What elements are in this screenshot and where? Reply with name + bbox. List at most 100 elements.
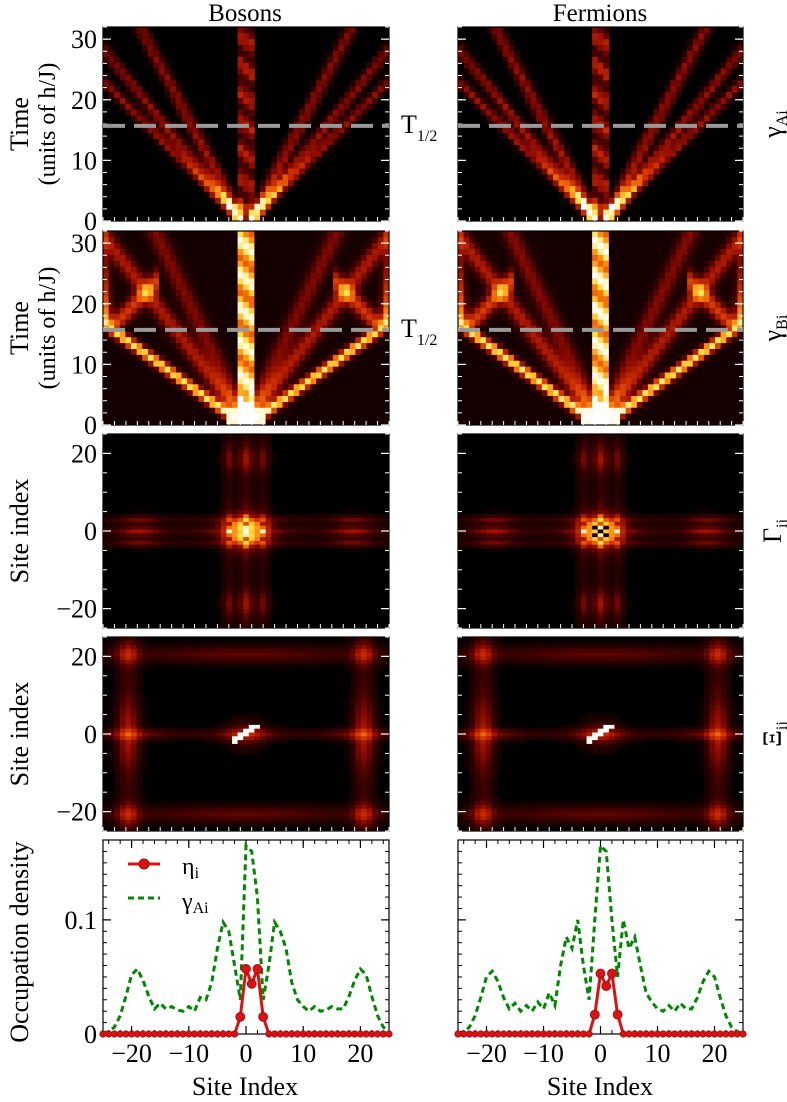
heatmap-cell: [237, 260, 244, 267]
heatmap-cell: [299, 389, 306, 397]
heatmap-cell: [198, 313, 205, 320]
heatmap-cell: [288, 156, 295, 163]
heatmap-cell: [603, 44, 610, 51]
heatmap-cell: [349, 115, 356, 122]
heatmap-cell: [485, 419, 492, 426]
heatmap-cell: [299, 354, 306, 361]
heatmap-cell: [659, 313, 666, 320]
heatmap-cell: [558, 366, 565, 373]
heatmap-cell: [170, 413, 177, 420]
heatmap-cell: [372, 248, 379, 255]
heatmap-cell: [226, 313, 233, 320]
heatmap-cell: [304, 295, 311, 302]
heatmap-cell: [142, 419, 149, 426]
heatmap-cell: [372, 395, 379, 402]
heatmap-cell: [203, 401, 210, 408]
heatmap-cell: [147, 283, 154, 291]
heatmap-cell: [575, 260, 582, 267]
heatmap-cell: [198, 407, 205, 414]
heatmap-cell: [237, 126, 244, 134]
heatmap-cell: [237, 44, 244, 51]
heatmap-cell: [636, 325, 643, 332]
heatmap-cell: [508, 109, 515, 116]
heatmap-cell: [519, 254, 526, 261]
heatmap-cell: [159, 336, 166, 344]
heatmap-cell: [497, 231, 504, 238]
heatmap-cell: [631, 289, 638, 297]
heatmap-cell: [648, 156, 654, 163]
heatmap-cell: [603, 168, 610, 175]
heatmap-cell: [243, 97, 250, 104]
heatmap-cell: [108, 342, 115, 349]
heatmap-cell: [508, 289, 515, 297]
heatmap-cell: [260, 203, 267, 210]
heatmap-cell: [720, 413, 727, 420]
heatmap-cell: [603, 272, 610, 279]
heatmap-cell: [485, 278, 492, 285]
heatmap-cell: [603, 278, 610, 285]
heatmap-cell: [536, 254, 543, 261]
heatmap-cell: [310, 156, 317, 163]
heatmap-cell: [293, 354, 300, 361]
heatmap-cell: [282, 132, 289, 140]
heatmap-cell: [108, 401, 115, 408]
heatmap-cell: [620, 383, 627, 391]
heatmap-cell: [659, 272, 666, 279]
heatmap-cell: [513, 307, 520, 314]
heatmap-cell: [558, 348, 565, 355]
heatmap-cell: [681, 354, 688, 361]
heatmap-cell: [321, 266, 328, 273]
heatmap-cell: [136, 354, 143, 361]
heatmap-cell: [737, 50, 744, 57]
heatmap-cell: [327, 407, 334, 414]
heatmap-cell: [508, 138, 515, 145]
heatmap-cell: [119, 307, 126, 314]
heatmap-cell: [502, 401, 509, 408]
heatmap-cell: [608, 289, 615, 297]
heatmap-cell: [164, 266, 171, 273]
heatmap-cell: [159, 372, 166, 379]
heatmap-cell: [327, 301, 334, 308]
heatmap-cell: [243, 179, 250, 187]
heatmap-cell: [310, 278, 317, 285]
heatmap-cell: [592, 395, 599, 402]
heatmap-cell: [664, 360, 671, 367]
heatmap-cell: [703, 109, 710, 116]
heatmap-cell: [316, 389, 323, 397]
heatmap-cell: [355, 295, 362, 302]
heatmap-cell: [231, 342, 238, 349]
heatmap-cell: [321, 231, 328, 238]
heatmap-cell: [164, 372, 171, 379]
heatmap-cell: [564, 168, 571, 175]
heatmap-cell: [575, 413, 582, 420]
heatmap-cell: [288, 307, 295, 314]
heatmap-cell: [614, 203, 621, 210]
heatmap-cell: [541, 248, 548, 255]
heatmap-cell: [675, 126, 682, 134]
heatmap-cell: [625, 272, 632, 279]
heatmap-cell: [142, 307, 149, 314]
heatmap-cell: [220, 395, 227, 402]
heatmap-cell: [491, 115, 498, 122]
heatmap-cell: [265, 289, 272, 297]
heatmap-cell: [737, 407, 744, 414]
heatmap-cell: [491, 348, 498, 355]
heatmap-cell: [248, 278, 255, 285]
heatmap-cell: [614, 366, 621, 373]
heatmap-cell: [497, 32, 504, 40]
heatmap-cell: [321, 242, 328, 250]
heatmap-cell: [508, 407, 515, 414]
heatmap-cell: [248, 383, 255, 391]
heatmap-cell: [355, 109, 362, 116]
heatmap-cell: [603, 395, 610, 402]
heatmap-cell: [226, 389, 233, 397]
heatmap-cell: [670, 236, 677, 244]
heatmap-cell: [547, 354, 554, 361]
heatmap-cell: [558, 272, 565, 279]
heatmap-cell: [260, 272, 267, 279]
heatmap-cell: [243, 242, 250, 250]
heatmap-cell: [469, 56, 476, 63]
heatmap-cell: [304, 272, 311, 279]
heatmap-cell: [592, 115, 599, 122]
heatmap-cell: [603, 197, 610, 204]
